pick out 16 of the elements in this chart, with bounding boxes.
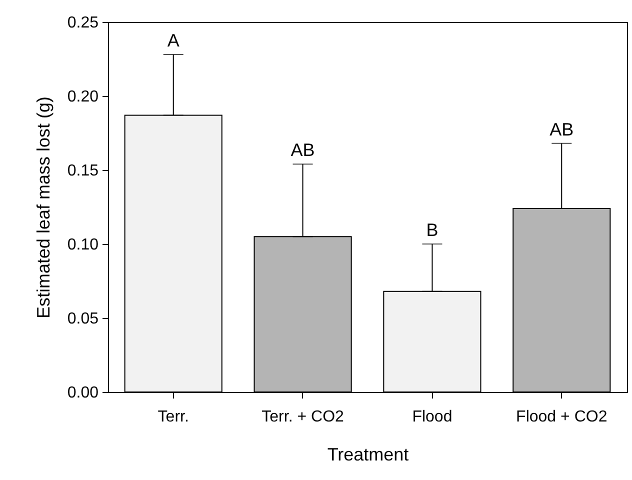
y-tick-label: 0.05 xyxy=(67,310,99,328)
x-tick-label: Flood + CO2 xyxy=(516,408,608,426)
annotation: B xyxy=(426,220,438,240)
y-tick-label: 0.20 xyxy=(67,88,99,106)
y-tick-label: 0.00 xyxy=(67,384,99,402)
annotation: A xyxy=(167,30,180,51)
y-tick-label: 0.25 xyxy=(67,14,99,32)
y-tick-label: 0.10 xyxy=(67,236,99,254)
annotation: AB xyxy=(290,140,315,160)
annotation: AB xyxy=(550,119,574,140)
y-tick-label: 0.15 xyxy=(67,162,99,180)
x-tick-label: Terr. xyxy=(158,408,189,426)
x-tick-label: Flood xyxy=(412,408,452,426)
y-axis-title: Estimated leaf mass lost (g) xyxy=(33,96,54,319)
x-tick-label: Terr. + CO2 xyxy=(262,408,344,426)
x-axis-title: Treatment xyxy=(327,444,409,464)
